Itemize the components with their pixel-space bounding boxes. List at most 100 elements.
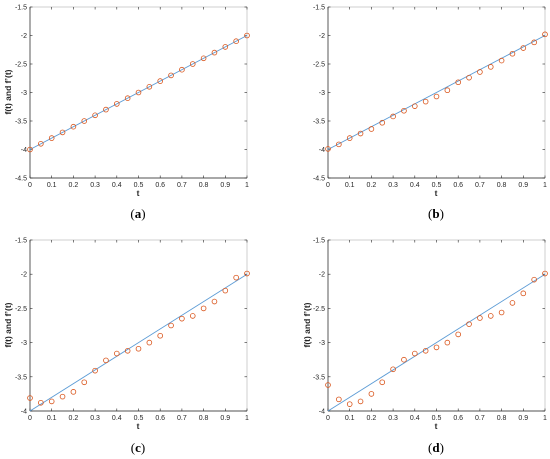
y-tick-label: -2.5 (15, 62, 27, 69)
x-tick-label: 0.6 (155, 415, 165, 422)
data-point (244, 270, 250, 277)
data-point (411, 350, 418, 357)
x-tick-label: 0.4 (410, 182, 420, 189)
x-tick-label: 0.8 (199, 415, 209, 422)
y-tick-label: -4.5 (15, 176, 27, 183)
y-tick-label: -3.5 (313, 119, 325, 126)
data-point (103, 106, 109, 113)
series-line (327, 273, 546, 412)
x-tick-label: 0.9 (220, 415, 230, 422)
data-point (390, 366, 396, 373)
data-point (509, 300, 516, 306)
y-tick-label: -3 (319, 90, 325, 97)
data-point (92, 367, 98, 374)
x-tick-label: 0.5 (134, 415, 144, 422)
data-point (531, 39, 537, 46)
data-point (542, 31, 548, 38)
x-tick-label: 0.2 (69, 182, 79, 189)
data-point (336, 396, 342, 403)
data-point (70, 389, 77, 395)
data-point (157, 78, 164, 84)
data-point (455, 79, 462, 86)
y-tick-label: -3.5 (15, 119, 27, 126)
data-point (325, 146, 331, 152)
series-line (29, 35, 248, 150)
x-tick-label: 0.3 (90, 415, 100, 422)
data-point (179, 315, 185, 322)
data-point (222, 287, 229, 294)
x-tick-label: 0.9 (220, 182, 230, 189)
data-point (222, 44, 229, 50)
x-tick-label: 0 (326, 415, 330, 422)
data-point (168, 72, 174, 79)
x-tick-label: 0.5 (432, 415, 442, 422)
y-tick-label: -1.5 (313, 238, 325, 245)
data-point (520, 45, 527, 51)
x-tick-label: 0.7 (475, 182, 485, 189)
plot-frame (29, 239, 248, 412)
data-point (59, 393, 66, 400)
x-tick-label: 1 (543, 415, 547, 422)
data-point (379, 119, 386, 126)
data-point (487, 64, 494, 70)
x-tick-label: 1 (543, 182, 547, 189)
data-point (38, 141, 44, 147)
y-axis-label: f(t) and f’(t) (302, 302, 312, 347)
x-tick-label: 0.9 (518, 182, 528, 189)
data-point (168, 322, 174, 329)
y-tick-label: -3.5 (313, 374, 325, 381)
x-tick-label: 0.7 (177, 415, 187, 422)
data-point (211, 298, 218, 305)
x-tick-label: 0.7 (475, 415, 485, 422)
data-point (368, 126, 375, 132)
data-point (233, 38, 239, 44)
y-tick-label: -2 (319, 272, 325, 279)
data-point (146, 339, 153, 346)
y-tick-label: -3 (21, 90, 27, 97)
data-point (422, 98, 429, 105)
panel-a: 0 0.1 0.2 0.3 0.4 0.5 0.6 0.7 0.8 0.9 1 -4.5 -4 -3.5 -… (3, 5, 250, 221)
data-point (401, 356, 407, 363)
x-tick-label: 0.6 (453, 182, 463, 189)
data-point (346, 401, 353, 407)
y-tick-label: -2 (21, 33, 27, 40)
data-point (81, 118, 88, 124)
y-tick-label: -3 (21, 340, 27, 347)
data-point (179, 66, 185, 73)
x-tick-label: 0 (28, 182, 32, 189)
data-point (244, 32, 250, 39)
data-point (357, 398, 364, 405)
data-point (346, 135, 353, 141)
x-tick-label: 0.1 (345, 182, 355, 189)
plot-frame (327, 239, 546, 412)
data-point (48, 398, 55, 405)
data-point (114, 101, 120, 107)
data-point (27, 146, 33, 153)
data-point (422, 348, 429, 354)
x-tick-label: 0.8 (497, 415, 507, 422)
y-tick-label: -1.5 (313, 5, 325, 12)
x-tick-label: 0.2 (367, 415, 377, 422)
y-tick-label: -1.5 (15, 5, 27, 12)
y-tick-label: -1.5 (15, 238, 27, 245)
data-point (466, 74, 472, 81)
data-point (411, 103, 418, 109)
x-tick-label: 0 (28, 415, 32, 422)
data-point (135, 89, 142, 96)
data-point (124, 95, 131, 101)
data-point (336, 141, 342, 148)
data-point (59, 129, 66, 136)
x-axis-label: t (435, 188, 438, 198)
y-tick-label: -4 (21, 409, 27, 416)
data-point (38, 399, 44, 406)
data-point (81, 379, 88, 386)
x-tick-label: 0.9 (518, 415, 528, 422)
panel-label: (c) (131, 440, 145, 455)
panel-label: (a) (130, 206, 145, 221)
panel-label: (d) (428, 440, 444, 455)
data-point (124, 348, 131, 354)
y-tick-label: -3 (319, 340, 325, 347)
data-point (433, 344, 440, 351)
data-point (146, 84, 153, 90)
